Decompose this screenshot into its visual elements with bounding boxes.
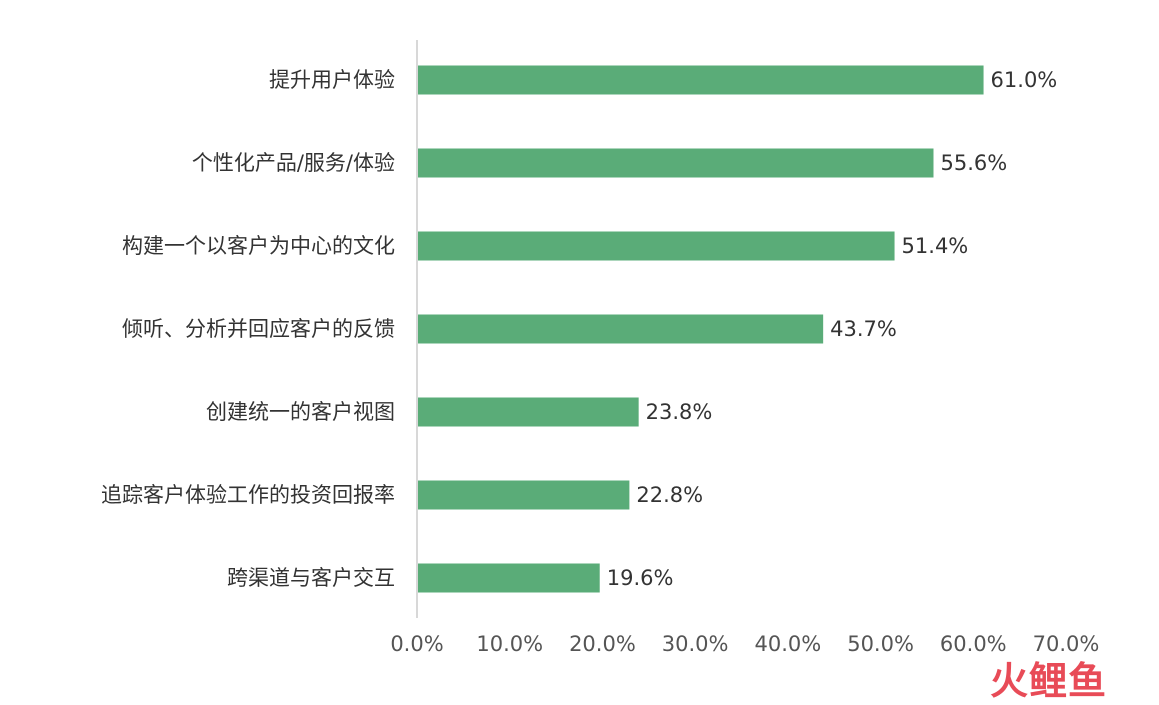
- bars-group: [418, 65, 984, 593]
- data-label: 43.7%: [830, 317, 897, 341]
- data-label: 22.8%: [636, 483, 703, 507]
- data-label: 23.8%: [646, 400, 713, 424]
- bar: [418, 480, 630, 510]
- x-tick-label: 40.0%: [754, 632, 821, 656]
- bar: [418, 231, 895, 261]
- category-label: 追踪客户体验工作的投资回报率: [101, 483, 395, 507]
- category-label: 创建统一的客户视图: [206, 400, 395, 424]
- bar: [418, 563, 600, 593]
- category-label: 跨渠道与客户交互: [227, 566, 395, 590]
- data-label: 55.6%: [940, 151, 1007, 175]
- category-labels-group: 提升用户体验个性化产品/服务/体验构建一个以客户为中心的文化倾听、分析并回应客户…: [101, 68, 395, 590]
- x-tick-label: 30.0%: [662, 632, 729, 656]
- x-tick-label: 20.0%: [569, 632, 636, 656]
- data-label: 61.0%: [991, 68, 1058, 92]
- x-tick-label: 70.0%: [1033, 632, 1100, 656]
- x-tick-label: 10.0%: [476, 632, 543, 656]
- x-tick-label: 0.0%: [390, 632, 443, 656]
- category-label: 构建一个以客户为中心的文化: [122, 234, 395, 258]
- data-label: 51.4%: [902, 234, 969, 258]
- bar: [418, 148, 934, 178]
- category-label: 提升用户体验: [269, 68, 395, 92]
- bar: [418, 314, 824, 344]
- category-label: 倾听、分析并回应客户的反馈: [122, 317, 395, 341]
- bar: [418, 397, 639, 427]
- data-labels-group: 61.0% 55.6% 51.4% 43.7% 23.8% 22.8% 19.6%: [607, 68, 1058, 590]
- x-tick-labels-group: 0.0% 10.0% 20.0% 30.0% 40.0% 50.0% 60.0% 70.0%: [390, 632, 1099, 656]
- x-tick-label: 60.0%: [940, 632, 1007, 656]
- watermark-logo: 火鲤鱼: [990, 659, 1108, 703]
- category-label: 个性化产品/服务/体验: [192, 151, 395, 175]
- data-label: 19.6%: [607, 566, 674, 590]
- bar: [418, 65, 984, 95]
- x-tick-label: 50.0%: [847, 632, 914, 656]
